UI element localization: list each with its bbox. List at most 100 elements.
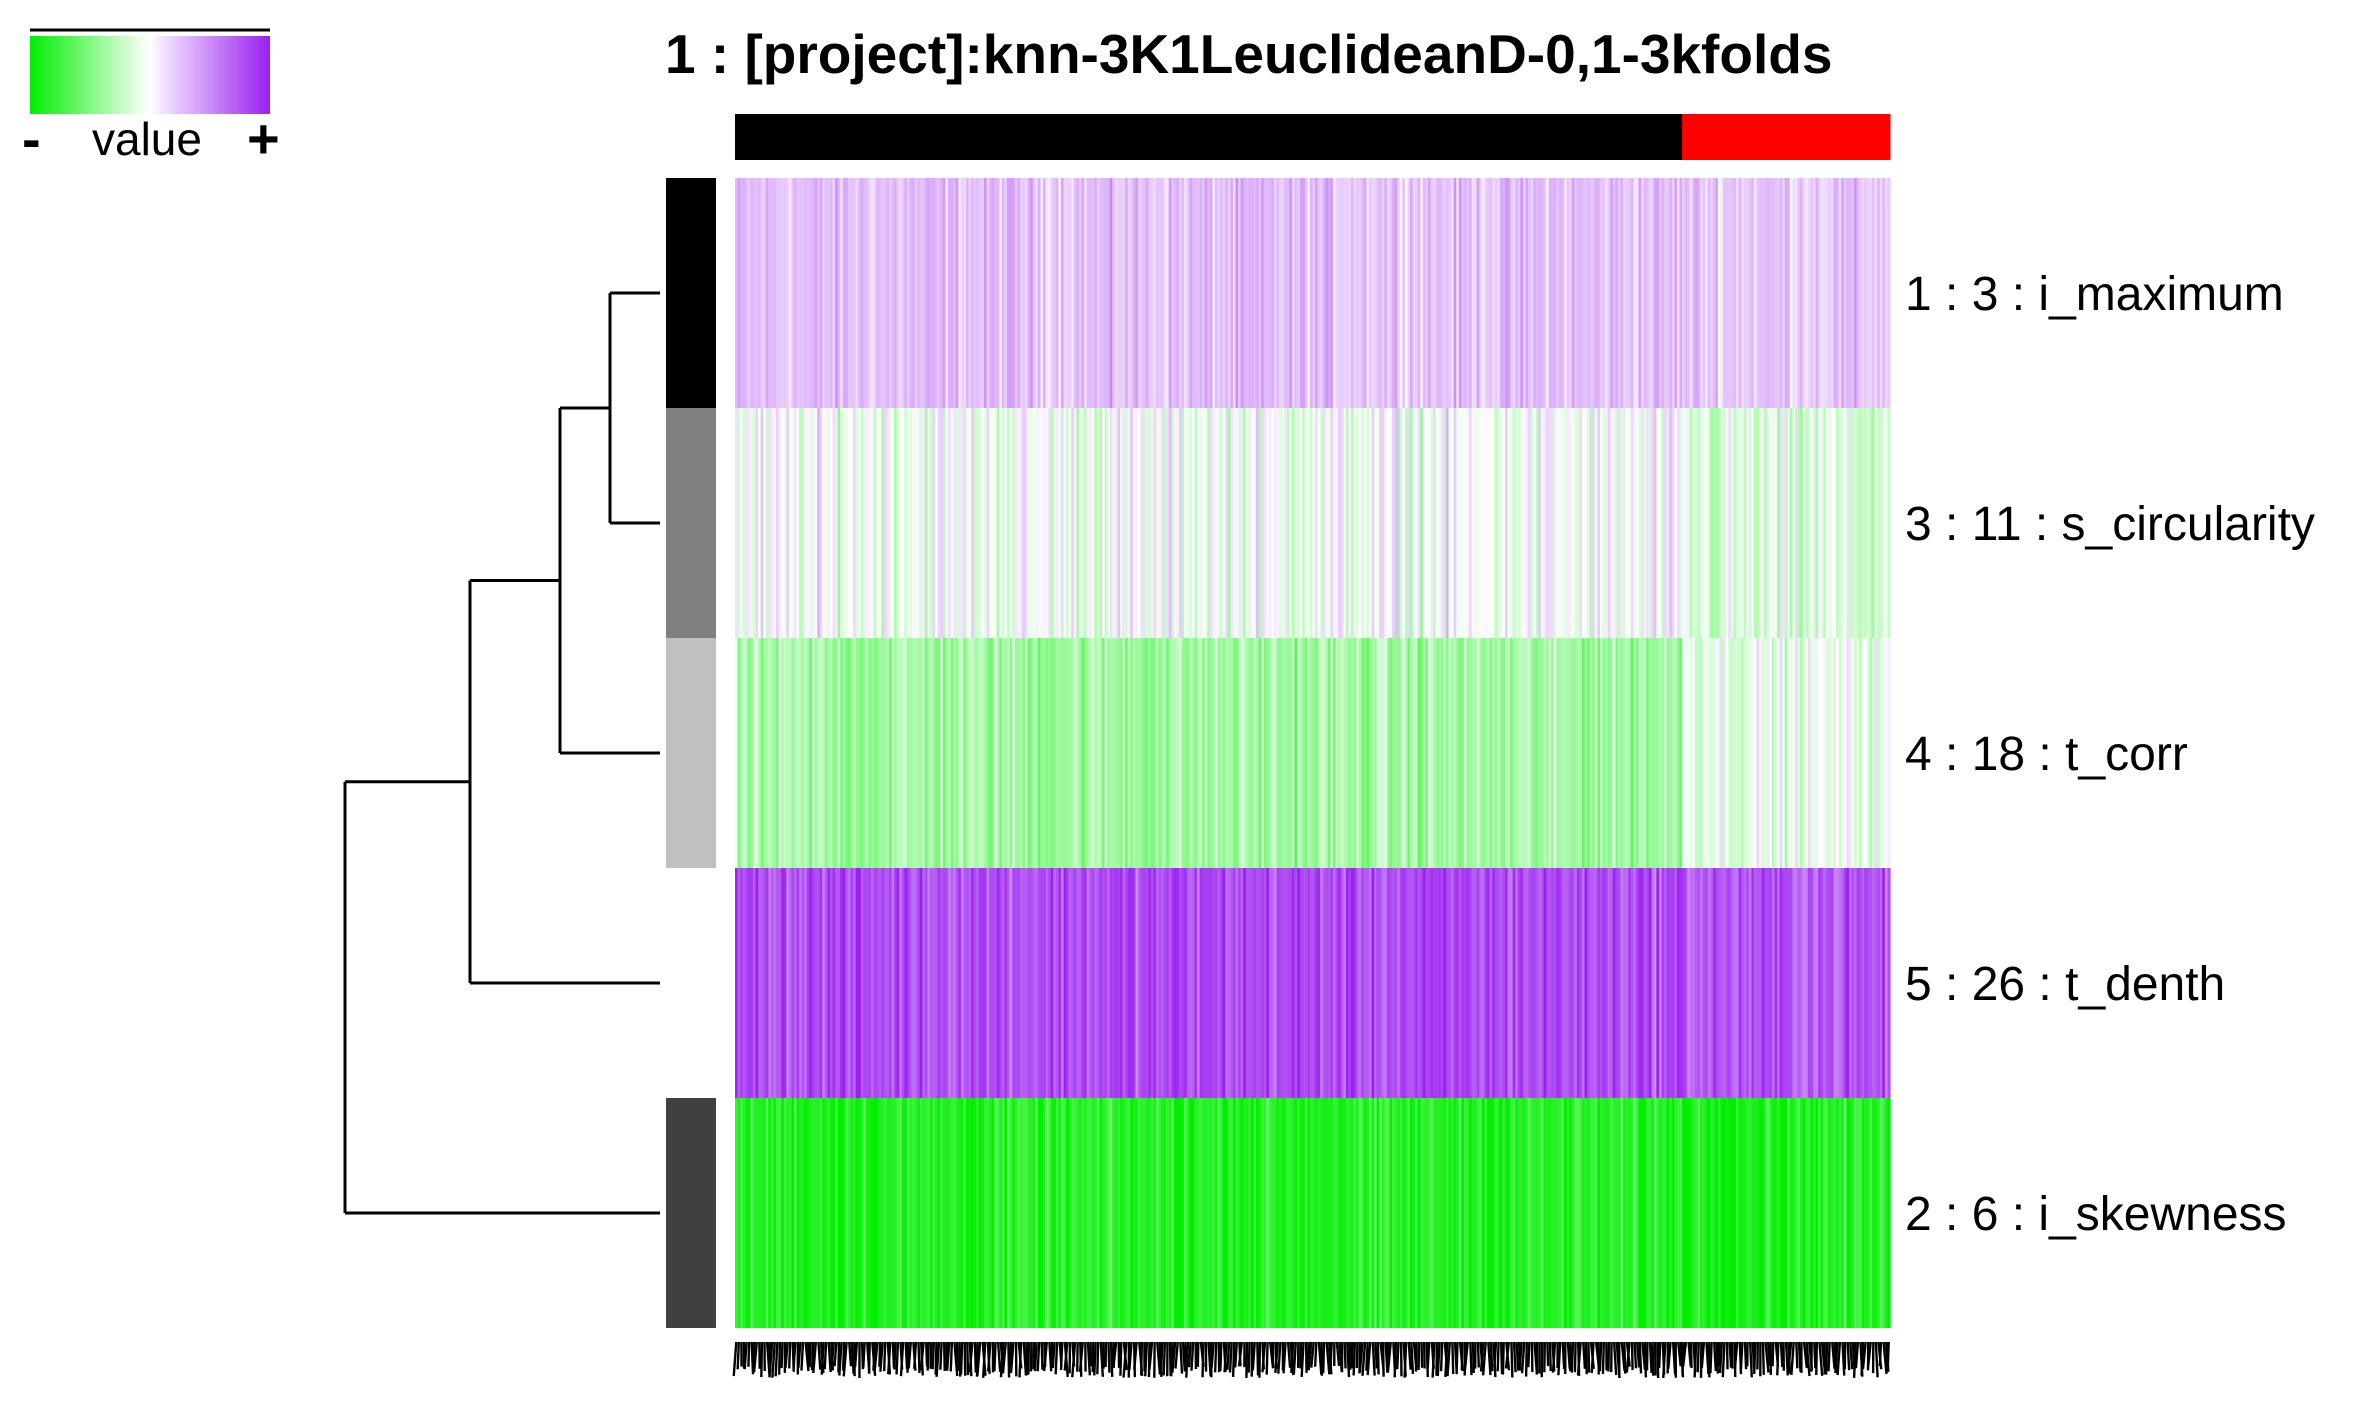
heatmap-cell xyxy=(1589,408,1593,638)
heatmap-cell xyxy=(1189,408,1193,638)
heatmap-cell xyxy=(1222,638,1226,868)
heatmap-cell xyxy=(1232,408,1237,638)
heatmap-cell xyxy=(788,638,793,868)
column-tick xyxy=(1718,1341,1724,1373)
heatmap-cell xyxy=(937,868,941,1098)
heatmap-cell xyxy=(1209,178,1213,408)
heatmap-cell xyxy=(1648,638,1652,868)
heatmap-cell xyxy=(812,408,816,638)
heatmap-cell xyxy=(1497,408,1501,638)
heatmap-cell xyxy=(1887,868,1891,1098)
column-tick xyxy=(926,1341,930,1371)
column-tick xyxy=(1033,1341,1038,1372)
heatmap-cell xyxy=(1456,1098,1460,1328)
heatmap-cell xyxy=(1615,638,1619,868)
column-tick xyxy=(1512,1341,1517,1373)
column-tick xyxy=(1886,1341,1890,1367)
heatmap-cell xyxy=(1535,178,1539,408)
heatmap-cell xyxy=(1823,638,1827,868)
heatmap-cell xyxy=(1304,868,1308,1098)
column-tick xyxy=(1042,1341,1049,1372)
heatmap-cell xyxy=(1520,1098,1524,1328)
heatmap-cell xyxy=(1823,1098,1827,1328)
heatmap-cell xyxy=(1363,178,1367,408)
heatmap-cell xyxy=(1153,638,1157,868)
heatmap-cell xyxy=(768,408,772,638)
heatmap-cell xyxy=(1340,408,1344,638)
heatmap-cell xyxy=(894,868,898,1098)
heatmap-cell xyxy=(1279,178,1283,408)
heatmap-cell xyxy=(1338,638,1342,868)
heatmap-cell xyxy=(1222,1098,1226,1328)
heatmap-cell xyxy=(1856,638,1860,868)
heatmap-cell xyxy=(1451,178,1455,408)
heatmap-cell xyxy=(1150,408,1154,638)
heatmap-cell xyxy=(1004,638,1008,868)
heatmap-cell xyxy=(1625,1098,1629,1328)
heatmap-cell xyxy=(768,638,772,868)
column-tick xyxy=(1374,1341,1379,1369)
column-tick xyxy=(1107,1341,1111,1373)
heatmap-cell xyxy=(983,868,988,1098)
column-tick xyxy=(867,1341,871,1374)
column-tick xyxy=(1247,1341,1251,1373)
heatmap-cell xyxy=(1240,638,1244,868)
column-tick xyxy=(1834,1341,1839,1374)
heatmap-cell xyxy=(1343,638,1347,868)
heatmap-cell xyxy=(755,178,759,408)
heatmap-cell xyxy=(1012,1098,1016,1328)
heatmap-cell xyxy=(840,178,844,408)
heatmap-cell xyxy=(901,1098,905,1328)
heatmap-cell xyxy=(1271,1098,1275,1328)
heatmap-cell xyxy=(819,868,823,1098)
heatmap-cell xyxy=(1322,408,1326,638)
heatmap-cell xyxy=(1736,408,1740,638)
column-tick xyxy=(1471,1341,1476,1373)
heatmap-cell xyxy=(1784,868,1788,1098)
heatmap-cell xyxy=(1666,638,1670,868)
heatmap-cell xyxy=(1728,638,1732,868)
heatmap-cell xyxy=(745,408,749,638)
heatmap-cell xyxy=(1345,1098,1350,1328)
heatmap-cell xyxy=(1381,868,1385,1098)
heatmap-cell xyxy=(863,178,867,408)
heatmap-cell xyxy=(1066,1098,1070,1328)
heatmap-cell xyxy=(1813,1098,1817,1328)
heatmap-cell xyxy=(1584,638,1588,868)
heatmap-cell xyxy=(1266,1098,1270,1328)
column-tick xyxy=(800,1341,805,1371)
heatmap-cell xyxy=(1186,1098,1190,1328)
heatmap-cell xyxy=(1117,868,1121,1098)
heatmap-cell xyxy=(1633,178,1637,408)
heatmap-cell xyxy=(1484,408,1488,638)
heatmap-cell xyxy=(1361,178,1365,408)
column-tick xyxy=(804,1341,810,1372)
column-tick xyxy=(1410,1341,1415,1374)
heatmap-cell xyxy=(1261,178,1265,408)
heatmap-cell xyxy=(1874,408,1878,638)
column-tick xyxy=(1251,1341,1256,1371)
heatmap-cell xyxy=(1558,1098,1563,1328)
heatmap-cell xyxy=(1392,408,1396,638)
heatmap-cell xyxy=(1877,408,1881,638)
heatmap-cell xyxy=(1551,178,1555,408)
heatmap-cell xyxy=(1556,638,1560,868)
heatmap-cell xyxy=(1343,868,1347,1098)
heatmap-cell xyxy=(1386,178,1391,408)
heatmap-cell xyxy=(1656,638,1660,868)
heatmap-cell xyxy=(735,868,739,1098)
heatmap-cell xyxy=(1574,408,1578,638)
heatmap-cell xyxy=(1004,1098,1008,1328)
heatmap-cell xyxy=(1107,178,1111,408)
heatmap-cell xyxy=(1238,408,1242,638)
heatmap-cell xyxy=(1705,1098,1709,1328)
heatmap-cell xyxy=(1197,868,1201,1098)
heatmap-cell xyxy=(1582,868,1586,1098)
heatmap-cell xyxy=(1682,868,1686,1098)
heatmap-cell xyxy=(886,408,890,638)
heatmap-cell xyxy=(1356,1098,1360,1328)
heatmap-cell xyxy=(737,638,741,868)
heatmap-cell xyxy=(1769,1098,1773,1328)
heatmap-cell xyxy=(1163,408,1167,638)
heatmap-cell xyxy=(1659,1098,1663,1328)
